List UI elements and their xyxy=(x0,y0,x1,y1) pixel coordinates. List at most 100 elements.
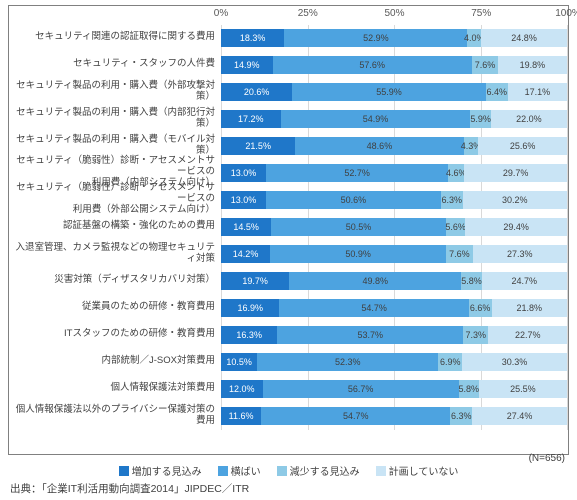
bar-segment: 29.7% xyxy=(464,164,567,182)
chart-row: 災害対策（ディザスタリカバリ対策）19.7%49.8%5.8%24.7% xyxy=(9,267,568,294)
segment-value: 5.9% xyxy=(470,114,491,124)
bar-track: 13.0%50.6%6.3%30.2% xyxy=(221,191,568,209)
row-label: セキュリティ製品の利用・購入費（外部攻撃対策） xyxy=(9,81,221,103)
legend-swatch xyxy=(218,466,228,476)
segment-value: 10.5% xyxy=(226,357,252,367)
segment-value: 57.6% xyxy=(359,60,385,70)
axis-tick: 100% xyxy=(555,8,577,19)
row-label: セキュリティ・スタッフの人件費 xyxy=(9,59,221,70)
bar-segment: 7.6% xyxy=(472,56,498,74)
bar-segment: 56.7% xyxy=(263,380,459,398)
bar-segment: 10.5% xyxy=(221,353,257,371)
segment-value: 29.4% xyxy=(503,222,529,232)
segment-value: 24.8% xyxy=(511,33,537,43)
bar-track: 18.3% 52.9% 4.0% 24.8% xyxy=(221,29,568,47)
bar-segment: 16.9% xyxy=(221,299,279,317)
chart-rows: セキュリティ関連の認証取得に関する費用 18.3% 52.9% 4.0% 24.8% セキ… xyxy=(9,24,568,429)
bar-segment: 5.9% xyxy=(470,110,490,128)
chart-row: 入退室管理、カメラ監視などの物理セキュリティ対策14.2%50.9%7.6%27… xyxy=(9,240,568,267)
bar-segment: 7.3% xyxy=(463,326,488,344)
bar-segment: 14.9% xyxy=(221,56,273,74)
segment-value: 20.6% xyxy=(244,87,270,97)
legend-swatch xyxy=(119,466,129,476)
row-label: セキュリティ（脆弱性）診断・アセスメントサービスの利用費（外部公開システム向け） xyxy=(9,183,221,216)
segment-value: 5.8% xyxy=(458,384,479,394)
segment-value: 18.3% xyxy=(240,33,266,43)
legend-label: 横ばい xyxy=(231,463,261,478)
segment-value: 52.9% xyxy=(363,33,389,43)
bar-segment: 49.8% xyxy=(289,272,461,290)
segment-value: 52.3% xyxy=(335,357,361,367)
bar-segment: 55.9% xyxy=(292,83,485,101)
bar-track: 14.5%50.5%5.6%29.4% xyxy=(221,218,568,236)
legend-label: 計画していない xyxy=(389,463,459,478)
bar-segment: 6.3% xyxy=(441,191,463,209)
bar-track: 14.9%57.6%7.6%19.8% xyxy=(221,56,568,74)
bar-segment: 4.3% xyxy=(464,137,479,155)
segment-value: 55.9% xyxy=(376,87,402,97)
bar-segment: 52.3% xyxy=(257,353,438,371)
segment-value: 27.3% xyxy=(507,249,533,259)
segment-value: 29.7% xyxy=(503,168,529,178)
bar-segment: 25.5% xyxy=(479,380,567,398)
row-label: セキュリティ関連の認証取得に関する費用 xyxy=(9,32,221,43)
bar-segment: 13.0% xyxy=(221,191,266,209)
bar-segment: 4.0% xyxy=(467,29,481,47)
chart-row: セキュリティ製品の利用・購入費（外部攻撃対策）20.6%55.9%6.4%17.… xyxy=(9,78,568,105)
axis-tick: 25% xyxy=(298,8,318,19)
segment-value: 7.6% xyxy=(449,249,470,259)
row-label: 災害対策（ディザスタリカバリ対策） xyxy=(9,275,221,286)
bar-segment: 5.8% xyxy=(461,272,481,290)
bar-segment: 6.6% xyxy=(469,299,492,317)
bar-segment: 4.6% xyxy=(448,164,464,182)
segment-value: 19.7% xyxy=(242,276,268,286)
bar-segment: 19.7% xyxy=(221,272,289,290)
segment-value: 54.7% xyxy=(343,411,369,421)
segment-value: 48.6% xyxy=(367,141,393,151)
bar-segment: 27.4% xyxy=(472,407,567,425)
bar-segment: 5.6% xyxy=(446,218,465,236)
segment-value: 6.3% xyxy=(441,195,462,205)
bar-segment: 5.8% xyxy=(459,380,479,398)
segment-value: 52.7% xyxy=(344,168,370,178)
segment-value: 13.0% xyxy=(231,168,257,178)
bar-segment: 6.3% xyxy=(450,407,472,425)
bar-segment: 24.8% xyxy=(481,29,567,47)
segment-value: 49.8% xyxy=(363,276,389,286)
legend-item: 増加する見込み xyxy=(119,463,202,478)
bar-segment: 18.3% xyxy=(221,29,284,47)
segment-value: 5.8% xyxy=(461,276,482,286)
segment-value: 22.0% xyxy=(516,114,542,124)
chart-row: セキュリティ・スタッフの人件費14.9%57.6%7.6%19.8% xyxy=(9,51,568,78)
row-label: セキュリティ製品の利用・購入費（内部犯行対策） xyxy=(9,108,221,130)
chart-row: セキュリティ製品の利用・購入費（内部犯行対策）17.2%54.9%5.9%22.… xyxy=(9,105,568,132)
bar-segment: 7.6% xyxy=(446,245,472,263)
segment-value: 50.9% xyxy=(345,249,371,259)
bar-segment: 21.5% xyxy=(221,137,295,155)
chart-row: 内部統制／J-SOX対策費用10.5%52.3%6.9%30.3% xyxy=(9,348,568,375)
segment-value: 6.3% xyxy=(451,411,472,421)
segment-value: 7.6% xyxy=(475,60,496,70)
segment-value: 12.0% xyxy=(229,384,255,394)
axis-tick: 75% xyxy=(471,8,491,19)
row-label: 入退室管理、カメラ監視などの物理セキュリティ対策 xyxy=(9,243,221,265)
segment-value: 53.7% xyxy=(358,330,384,340)
segment-value: 50.5% xyxy=(346,222,372,232)
segment-value: 30.2% xyxy=(502,195,528,205)
segment-value: 25.6% xyxy=(510,141,536,151)
x-axis: 0%25%50%75%100% xyxy=(9,6,568,24)
axis-tick: 0% xyxy=(214,8,228,19)
bar-track: 14.2%50.9%7.6%27.3% xyxy=(221,245,568,263)
bar-segment: 30.3% xyxy=(462,353,567,371)
legend-label: 減少する見込み xyxy=(290,463,360,478)
segment-value: 17.2% xyxy=(238,114,264,124)
bar-segment: 6.9% xyxy=(438,353,462,371)
bar-segment: 27.3% xyxy=(473,245,567,263)
legend-item: 減少する見込み xyxy=(277,463,360,478)
segment-value: 56.7% xyxy=(348,384,374,394)
bar-track: 12.0% 56.7% 5.8%25.5% xyxy=(221,380,568,398)
legend-label: 増加する見込み xyxy=(132,463,202,478)
bar-segment: 50.9% xyxy=(270,245,446,263)
legend-item: 横ばい xyxy=(218,463,261,478)
segment-value: 13.0% xyxy=(231,195,257,205)
